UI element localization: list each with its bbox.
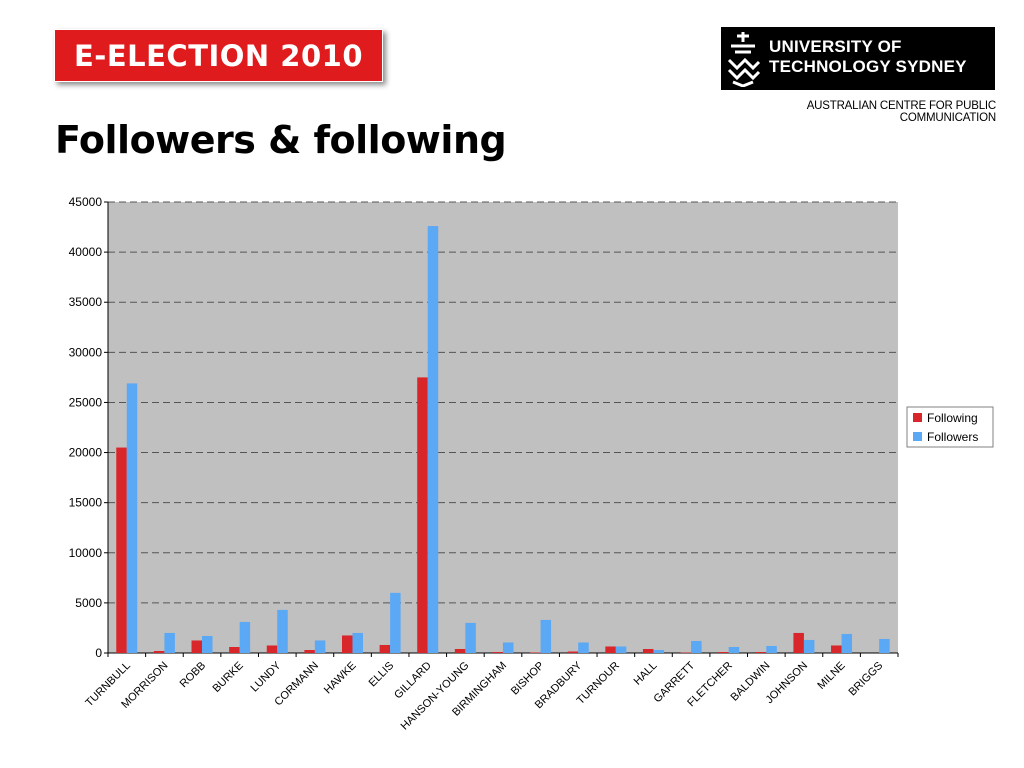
bar-following-robb: [191, 640, 203, 653]
legend-label-following: Following: [927, 411, 978, 425]
x-tick-label: BISHOP: [509, 660, 547, 698]
bar-followers-robb: [202, 635, 213, 653]
page-title: Followers & following: [55, 118, 507, 162]
plot-area: [108, 202, 898, 653]
bar-followers-bishop: [540, 619, 552, 653]
bar-followers-turnbull: [126, 383, 138, 653]
bar-following-hawke: [341, 635, 353, 653]
bar-followers-cormann: [314, 640, 326, 653]
bar-following-cormann: [304, 649, 315, 653]
election-banner: E-ELECTION 2010: [54, 29, 383, 82]
bar-followers-hanson-young: [465, 622, 476, 653]
bar-following-birmingham: [492, 651, 503, 653]
y-tick-label: 40000: [69, 245, 103, 259]
bar-followers-fletcher: [728, 646, 740, 653]
x-tick-label: BURKE: [210, 660, 245, 695]
bar-following-garrett: [680, 652, 692, 653]
bar-following-fletcher: [718, 651, 729, 653]
x-tick-label: HALL: [632, 660, 660, 688]
bar-followers-briggs: [879, 638, 890, 653]
bar-followers-hall: [653, 649, 664, 653]
bar-following-hall: [642, 648, 654, 653]
bar-followers-morrison: [164, 632, 175, 653]
uts-logo: UNIVERSITY OF TECHNOLOGY SYDNEY: [721, 27, 995, 90]
x-tick-label: LUNDY: [249, 659, 284, 694]
y-tick-label: 35000: [69, 295, 103, 309]
bar-following-milne: [831, 645, 842, 653]
x-tick-label: HANSON-YOUNG: [399, 660, 472, 733]
logo-line-2: TECHNOLOGY SYDNEY: [769, 57, 967, 76]
legend: Following Followers: [906, 406, 994, 448]
x-tick-label: ROBB: [178, 660, 209, 691]
bar-following-turnour: [605, 646, 616, 653]
bar-followers-burke: [239, 621, 251, 653]
bar-following-baldwin: [755, 651, 767, 653]
bar-followers-bradbury: [578, 642, 589, 653]
y-tick-label: 25000: [69, 395, 103, 409]
bar-followers-milne: [841, 633, 853, 653]
bar-following-lundy: [266, 645, 278, 653]
legend-label-followers: Followers: [927, 430, 978, 444]
bar-following-turnbull: [116, 447, 127, 653]
bar-followers-hawke: [352, 632, 363, 653]
bar-following-burke: [229, 646, 240, 653]
logo-wordmark: UNIVERSITY OF TECHNOLOGY SYDNEY: [769, 37, 967, 77]
y-tick-labels: 0 5000 10000 15000 20000 25000 30000 35000 40000…: [69, 195, 103, 660]
bar-followers-ellis: [390, 592, 401, 653]
bar-following-hanson-young: [454, 648, 466, 653]
x-tick-label: ELLIS: [367, 660, 397, 690]
bar-followers-lundy: [277, 609, 288, 653]
bar-followers-garrett: [691, 640, 702, 653]
bar-followers-johnson: [803, 639, 815, 653]
uts-logo-mark-icon: [727, 32, 761, 87]
bar-following-morrison: [153, 650, 165, 653]
y-tick-label: 0: [95, 646, 102, 660]
y-tick-label: 5000: [75, 596, 102, 610]
bar-followers-baldwin: [766, 645, 777, 653]
y-tick-label: 30000: [69, 345, 103, 359]
bar-following-ellis: [379, 644, 391, 653]
y-tick-label: 15000: [69, 496, 103, 510]
bar-following-johnson: [793, 632, 804, 653]
x-tick-label: MILNE: [815, 660, 847, 692]
bar-following-bradbury: [567, 651, 579, 653]
bar-followers-gillard: [427, 226, 439, 653]
legend-swatch-following: [913, 413, 922, 422]
banner-text: E-ELECTION 2010: [73, 38, 364, 73]
logo-line-1: UNIVERSITY OF: [769, 37, 902, 56]
bar-following-bishop: [530, 652, 541, 653]
bar-followers-birmingham: [502, 642, 514, 653]
y-tick-label: 10000: [69, 546, 103, 560]
bar-following-gillard: [417, 377, 428, 653]
y-tick-label: 20000: [69, 446, 103, 460]
x-tick-label: BRIGGS: [847, 660, 886, 699]
logo-subtitle: AUSTRALIAN CENTRE FOR PUBLIC COMMUNICATI…: [806, 100, 996, 124]
bar-followers-turnour: [615, 646, 627, 653]
bars: [116, 226, 890, 653]
x-tick-label: HAWKE: [322, 660, 359, 697]
y-tick-label: 45000: [69, 195, 103, 209]
legend-swatch-followers: [913, 432, 922, 441]
